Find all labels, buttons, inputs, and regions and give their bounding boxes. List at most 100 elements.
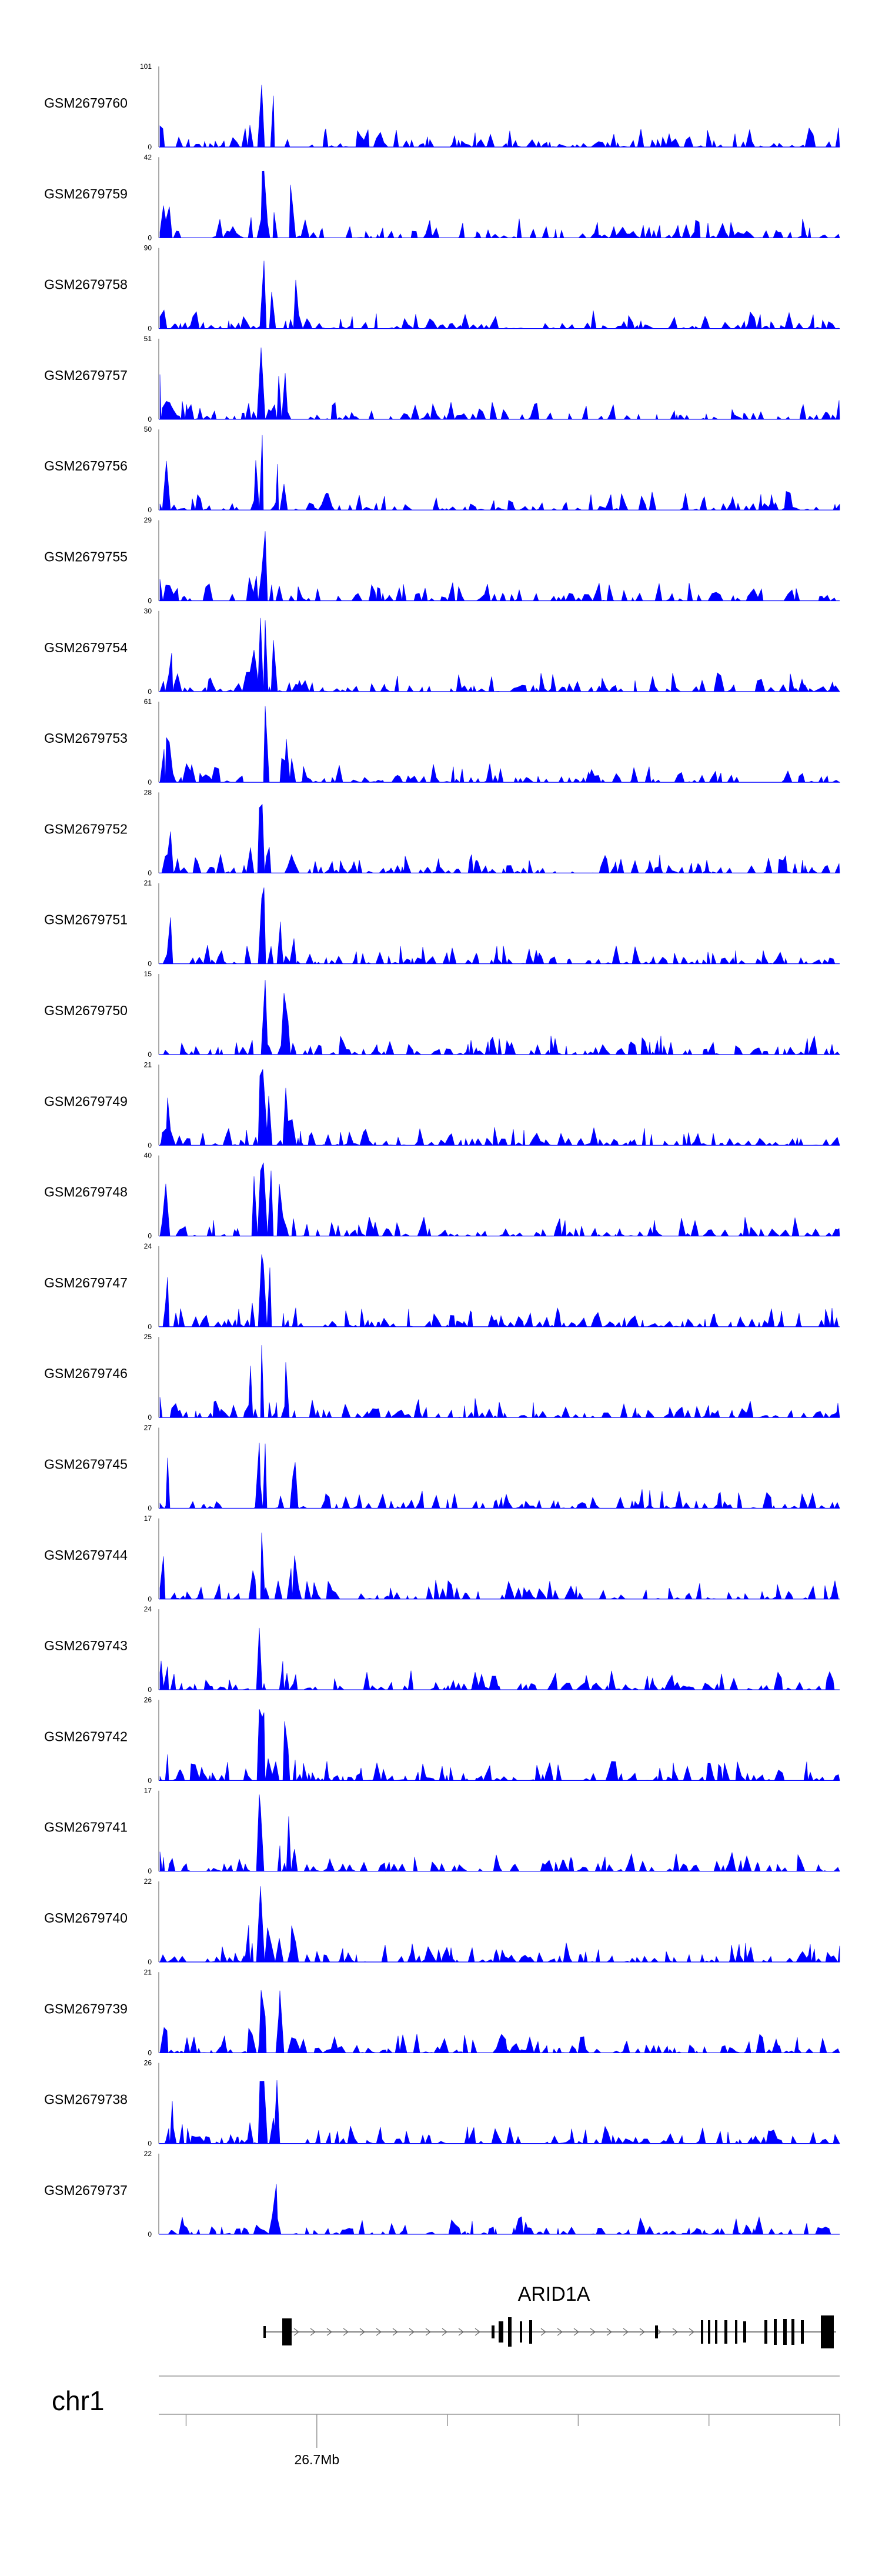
- gene-exon: [764, 2320, 767, 2344]
- track-label: GSM2679755: [44, 549, 128, 565]
- track-min-label: 0: [148, 778, 152, 786]
- gene-exon: [715, 2320, 717, 2344]
- strand-arrow-icon: [639, 2328, 645, 2336]
- track-GSM2679755: GSM2679755 29 0: [44, 516, 840, 605]
- track-max-label: 25: [144, 1333, 152, 1341]
- track-min-label: 0: [148, 1141, 152, 1149]
- strand-arrow-icon: [326, 2328, 332, 2336]
- coverage-area: [159, 1886, 840, 1963]
- track-max-label: 22: [144, 2150, 152, 2158]
- track-max-label: 40: [144, 1152, 152, 1160]
- gene-exon: [735, 2320, 737, 2344]
- coverage-tracks: GSM2679760 101 0 GSM2679759 42 0 GSM2679758 90 0…: [44, 62, 841, 2238]
- track-min-label: 0: [148, 1595, 152, 1603]
- track-max-label: 26: [144, 2059, 152, 2067]
- track-min-label: 0: [148, 2140, 152, 2148]
- coverage-area: [159, 1442, 840, 1509]
- track-label: GSM2679737: [44, 2183, 128, 2198]
- coverage-area: [159, 618, 840, 692]
- track-min-label: 0: [148, 1776, 152, 1784]
- gene-exon: [801, 2320, 804, 2344]
- gene-exon: [508, 2317, 512, 2347]
- strand-arrow-icon: [557, 2328, 563, 2336]
- strand-arrow-icon: [392, 2328, 398, 2336]
- strand-arrow-icon: [540, 2328, 546, 2336]
- track-label: GSM2679747: [44, 1275, 128, 1290]
- strand-arrow-icon: [590, 2328, 596, 2336]
- track-min-label: 0: [148, 1323, 152, 1331]
- gene-name-label: ARID1A: [518, 2283, 590, 2305]
- gene-model-arid1a: ARID1A: [263, 2283, 836, 2348]
- track-GSM2679752: GSM2679752 28 0: [44, 788, 840, 877]
- gene-exon: [492, 2325, 495, 2338]
- gene-exon: [529, 2320, 532, 2344]
- track-GSM2679744: GSM2679744 17 0: [44, 1514, 840, 1603]
- track-GSM2679749: GSM2679749 21 0: [44, 1060, 840, 1149]
- strand-arrow-icon: [359, 2328, 365, 2336]
- track-max-label: 21: [144, 1060, 152, 1069]
- strand-arrow-icon: [376, 2328, 382, 2336]
- strand-arrow-icon: [442, 2328, 447, 2336]
- coverage-area: [159, 435, 840, 511]
- strand-arrow-icon: [409, 2328, 415, 2336]
- track-label: GSM2679748: [44, 1184, 128, 1200]
- strand-arrow-icon: [623, 2328, 629, 2336]
- track-label: GSM2679757: [44, 368, 128, 383]
- coverage-area: [159, 85, 840, 148]
- coverage-area: [159, 1162, 840, 1237]
- track-label: GSM2679740: [44, 1910, 128, 1926]
- gene-exon: [821, 2315, 834, 2348]
- track-max-label: 101: [140, 62, 152, 71]
- track-label: GSM2679749: [44, 1093, 128, 1109]
- track-min-label: 0: [148, 2048, 152, 2057]
- gene-exon: [263, 2326, 266, 2338]
- track-max-label: 90: [144, 244, 152, 252]
- track-label: GSM2679751: [44, 912, 128, 927]
- gene-exon: [791, 2319, 794, 2345]
- track-min-label: 0: [148, 688, 152, 696]
- track-max-label: 21: [144, 879, 152, 887]
- track-GSM2679756: GSM2679756 50 0: [44, 425, 840, 514]
- track-max-label: 51: [144, 335, 152, 343]
- coverage-area: [160, 803, 840, 874]
- track-GSM2679748: GSM2679748 40 0: [44, 1152, 840, 1240]
- track-label: GSM2679743: [44, 1638, 128, 1653]
- track-min-label: 0: [148, 869, 152, 877]
- track-min-label: 0: [148, 1232, 152, 1240]
- track-max-label: 17: [144, 1514, 152, 1523]
- track-label: GSM2679746: [44, 1366, 128, 1381]
- coverage-area: [159, 1069, 840, 1146]
- gene-exon: [499, 2321, 503, 2343]
- strand-arrow-icon: [343, 2328, 349, 2336]
- track-max-label: 27: [144, 1424, 152, 1432]
- track-max-label: 42: [144, 153, 152, 161]
- track-min-label: 0: [148, 597, 152, 605]
- coverage-area: [159, 1709, 840, 1781]
- track-label: GSM2679759: [44, 186, 128, 201]
- strand-arrow-icon: [458, 2328, 464, 2336]
- track-max-label: 24: [144, 1242, 152, 1250]
- track-GSM2679742: GSM2679742 26 0: [44, 1696, 840, 1784]
- coverage-area: [160, 887, 840, 965]
- coverage-area: [159, 1794, 840, 1872]
- track-label: GSM2679752: [44, 821, 128, 836]
- track-GSM2679753: GSM2679753 61 0: [44, 698, 841, 786]
- track-GSM2679737: GSM2679737 22 0: [44, 2150, 840, 2238]
- coverage-area: [159, 980, 840, 1056]
- track-min-label: 0: [148, 143, 152, 151]
- track-label: GSM2679760: [44, 95, 128, 111]
- track-max-label: 61: [144, 698, 152, 706]
- track-min-label: 0: [148, 415, 152, 423]
- gene-exon: [774, 2319, 777, 2345]
- coverage-area: [160, 2184, 840, 2235]
- track-min-label: 0: [148, 1413, 152, 1422]
- track-min-label: 0: [148, 1867, 152, 1876]
- coverage-area: [159, 1532, 840, 1600]
- track-GSM2679747: GSM2679747 24 0: [44, 1242, 840, 1331]
- track-GSM2679750: GSM2679750 15 0: [44, 970, 840, 1059]
- track-GSM2679741: GSM2679741 17 0: [44, 1787, 840, 1876]
- track-GSM2679754: GSM2679754 30 0: [44, 607, 840, 696]
- coverage-area: [159, 261, 840, 329]
- track-GSM2679740: GSM2679740 22 0: [44, 1877, 840, 1966]
